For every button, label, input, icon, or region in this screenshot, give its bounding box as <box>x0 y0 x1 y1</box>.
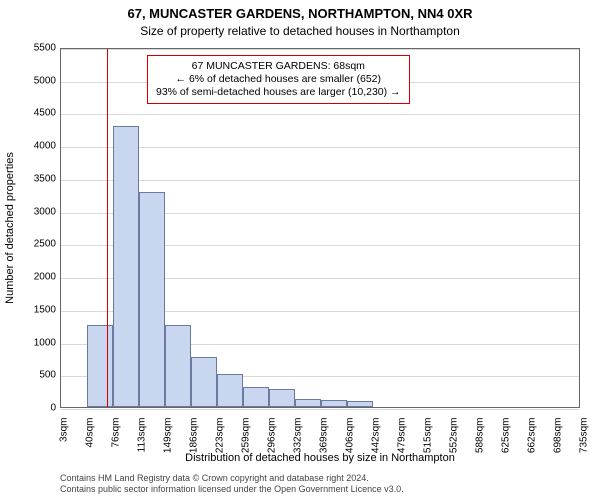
xtick-label: 479sqm <box>397 418 408 454</box>
ytick-label: 1000 <box>16 337 56 348</box>
xtick-label: 76sqm <box>111 418 122 448</box>
histogram-bar <box>139 192 165 407</box>
chart-container: 67, MUNCASTER GARDENS, NORTHAMPTON, NN4 … <box>0 0 600 500</box>
histogram-bar <box>243 387 269 407</box>
ytick-label: 2500 <box>16 239 56 250</box>
gridline <box>61 114 579 115</box>
histogram-bar <box>269 389 295 407</box>
xtick-label: 442sqm <box>371 418 382 454</box>
attribution-text: Contains HM Land Registry data © Crown c… <box>60 473 580 495</box>
histogram-bar <box>191 357 217 407</box>
ytick-label: 3500 <box>16 173 56 184</box>
gridline <box>61 49 579 50</box>
xtick-label: 40sqm <box>85 418 96 448</box>
ytick-label: 4500 <box>16 108 56 119</box>
xtick-label: 406sqm <box>345 418 356 454</box>
xtick-label: 552sqm <box>449 418 460 454</box>
xtick-label: 332sqm <box>293 418 304 454</box>
ytick-label: 0 <box>16 403 56 414</box>
histogram-bar <box>217 374 243 407</box>
histogram-bar <box>165 325 191 407</box>
chart-title-main: 67, MUNCASTER GARDENS, NORTHAMPTON, NN4 … <box>0 6 600 21</box>
xtick-label: 149sqm <box>163 418 174 454</box>
histogram-bar <box>321 400 347 407</box>
xtick-label: 588sqm <box>475 418 486 454</box>
annotation-line: ← 6% of detached houses are smaller (652… <box>156 73 401 86</box>
xtick-label: 662sqm <box>527 418 538 454</box>
xtick-label: 698sqm <box>553 418 564 454</box>
xtick-label: 296sqm <box>267 418 278 454</box>
xtick-label: 625sqm <box>501 418 512 454</box>
annotation-box: 67 MUNCASTER GARDENS: 68sqm← 6% of detac… <box>147 55 410 104</box>
xtick-label: 369sqm <box>319 418 330 454</box>
x-axis-label: Distribution of detached houses by size … <box>60 452 580 464</box>
y-axis-label: Number of detached properties <box>4 152 16 304</box>
xtick-label: 223sqm <box>215 418 226 454</box>
histogram-bar <box>113 126 139 407</box>
ytick-label: 1500 <box>16 304 56 315</box>
chart-title-sub: Size of property relative to detached ho… <box>0 24 600 38</box>
histogram-bar <box>347 401 373 407</box>
ytick-label: 4000 <box>16 141 56 152</box>
attribution-line2: Contains public sector information licen… <box>60 484 580 495</box>
xtick-label: 113sqm <box>137 418 148 453</box>
histogram-bar <box>87 325 113 407</box>
xtick-label: 186sqm <box>189 418 200 454</box>
attribution-line1: Contains HM Land Registry data © Crown c… <box>60 473 580 484</box>
xtick-label: 259sqm <box>241 418 252 454</box>
histogram-bar <box>295 399 321 407</box>
ytick-label: 5500 <box>16 43 56 54</box>
xtick-label: 3sqm <box>59 418 70 442</box>
ytick-label: 5000 <box>16 75 56 86</box>
xtick-label: 515sqm <box>423 418 434 454</box>
gridline <box>61 409 579 410</box>
reference-line <box>107 49 108 407</box>
ytick-label: 3000 <box>16 206 56 217</box>
ytick-label: 2000 <box>16 272 56 283</box>
xtick-label: 735sqm <box>579 418 590 454</box>
plot-area: 67 MUNCASTER GARDENS: 68sqm← 6% of detac… <box>60 48 580 408</box>
ytick-label: 500 <box>16 370 56 381</box>
annotation-line: 93% of semi-detached houses are larger (… <box>156 86 401 99</box>
annotation-line: 67 MUNCASTER GARDENS: 68sqm <box>156 60 401 73</box>
